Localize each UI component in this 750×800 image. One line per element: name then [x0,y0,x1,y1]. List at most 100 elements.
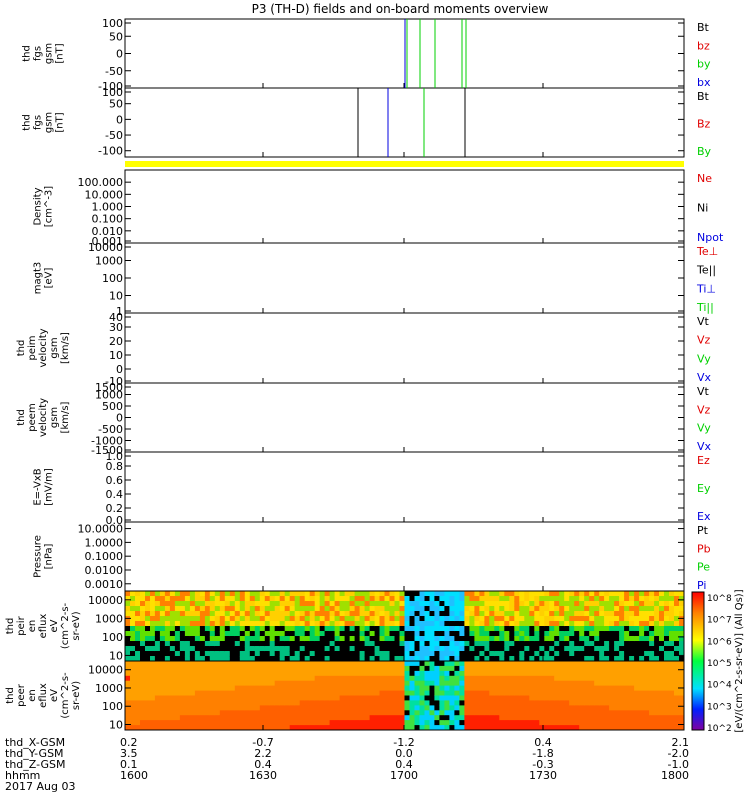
spectrogram-cell [159,690,166,696]
spectrogram-cell [324,636,331,642]
spectrogram-cell [389,651,395,657]
spectrogram-cell [399,616,405,622]
spectrogram-cell [484,665,490,672]
spectrogram-cell [639,621,645,627]
spectrogram-cell [130,705,136,711]
spectrogram-cell [584,611,590,617]
spectrogram-cell [404,641,410,647]
spectrogram-cell [659,695,665,701]
spectrogram-cell [254,656,261,662]
spectrogram-cell [284,695,291,701]
spectrogram-cell [429,626,435,632]
spectrogram-cell [584,646,590,652]
spectrogram-cell [594,596,600,602]
spectrogram-cell [209,715,216,721]
spectrogram-cell [294,675,301,682]
y-tick-label: 40 [109,311,123,324]
spectrogram-cell [244,616,251,622]
spectrogram-cell [494,646,500,652]
spectrogram-cell [214,665,221,672]
spectrogram-cell [549,690,555,696]
spectrogram-cell [234,591,241,597]
spectrogram-cell [499,725,505,731]
spectrogram-cell [514,621,520,627]
spectrogram-cell [384,665,390,672]
spectrogram-cell [299,621,306,627]
spectrogram-cell [394,606,400,612]
spectrogram-cell [614,596,620,602]
spectrogram-cell [284,680,291,687]
spectrogram-cell [374,631,381,637]
spectrogram-cell [594,606,600,612]
spectrogram-cell [549,680,555,687]
spectrogram-cell [559,601,565,607]
spectrogram-cell [479,651,485,657]
spectrogram-cell [449,621,455,627]
spectrogram-cell [140,591,146,597]
spectrogram-cell [624,675,630,682]
spectrogram-cell [344,631,351,637]
spectrogram-cell [369,715,376,721]
spectrogram-cell [449,661,455,667]
spectrogram-cell [399,601,405,607]
spectrogram-cell [429,700,435,706]
spectrogram-cell [534,720,540,726]
spectrogram-cell [194,675,201,682]
spectrogram-cell [479,611,485,617]
spectrogram-cell [174,690,181,696]
spectrogram-cell [464,656,470,662]
spectrogram-cell [299,720,306,726]
spectrogram-cell [409,631,415,637]
spectrogram-cell [150,656,156,662]
spectrogram-cell [159,725,166,731]
spectrogram-cell [239,591,246,597]
spectrogram-cell [404,621,410,627]
x-row-value: 0.1 [120,758,138,771]
spectrogram-cell [244,680,251,687]
spectrogram-cell [509,661,515,667]
spectrogram-cell [429,665,435,672]
spectrogram-cell [145,715,151,721]
spectrogram-cell [614,720,620,726]
x-date-label: 2017 Aug 03 [5,780,75,793]
spectrogram-cell [429,720,435,726]
spectrogram-cell [394,611,400,617]
spectrogram-cell [384,680,390,687]
spectrogram-cell [135,621,141,627]
spectrogram-cell [534,596,540,602]
spectrogram-cell [429,611,435,617]
spectrogram-cell [634,725,640,731]
spectrogram-cell [409,705,415,711]
spectrogram-cell [344,661,351,667]
spectrogram-cell [379,695,385,701]
spectrogram-cell [184,685,191,691]
spectrogram-cell [334,636,341,642]
spectrogram-cell [135,651,141,657]
spectrogram-cell [309,725,316,731]
spectrogram-cell [244,601,251,607]
spectrogram-cell [519,710,525,716]
spectrogram-cell [604,601,610,607]
spectrogram-cell [424,661,430,667]
y-axis-label-line: thd [16,409,27,426]
spectrogram-cell [284,596,291,602]
spectrogram-cell [125,656,131,662]
spectrogram-cell [584,641,590,647]
spectrogram-cell [184,601,191,607]
spectrogram-cell [189,705,196,711]
spectrogram-cell [654,641,660,647]
spectrogram-cell [159,675,166,682]
spectrogram-cell [214,606,221,612]
spectrogram-cell [494,591,500,597]
spectrogram-cell [444,636,450,642]
spectrogram-cell [519,725,525,731]
legend-entry: bz [697,39,710,52]
spectrogram-cell [349,621,356,627]
spectrogram-cell [454,591,460,597]
spectrogram-cell [224,690,231,696]
spectrogram-cell [619,685,625,691]
spectrogram-cell [279,596,286,602]
spectrogram-cell [249,700,256,706]
spectrogram-cell [289,720,296,726]
